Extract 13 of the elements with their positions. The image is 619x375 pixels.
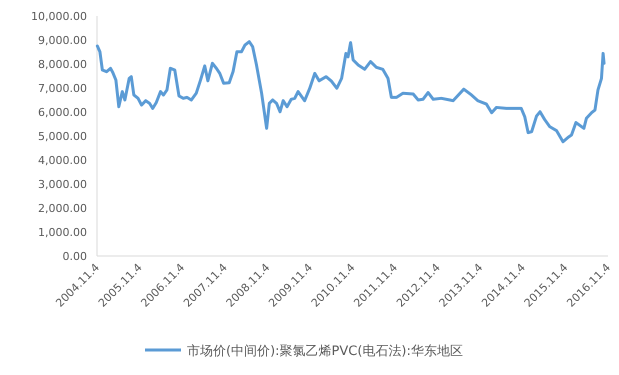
- y-tick-label: 2,000.00: [38, 202, 87, 215]
- legend: 市场价(中间价):聚氯乙烯PVC(电石法):华东地区: [145, 344, 463, 359]
- y-tick-label: 0.00: [62, 250, 87, 263]
- y-tick-label: 8,000.00: [38, 58, 87, 71]
- y-tick-label: 10,000.00: [31, 10, 87, 23]
- y-tick-label: 7,000.00: [38, 82, 87, 95]
- line-series: [96, 40, 606, 144]
- y-tick-label: 5,000.00: [38, 130, 87, 143]
- y-tick-label: 3,000.00: [38, 178, 87, 191]
- y-tick-label: 9,000.00: [38, 34, 87, 47]
- y-tick-label: 6,000.00: [38, 106, 87, 119]
- y-tick-label: 1,000.00: [38, 226, 87, 239]
- y-tick-label: 4,000.00: [38, 154, 87, 167]
